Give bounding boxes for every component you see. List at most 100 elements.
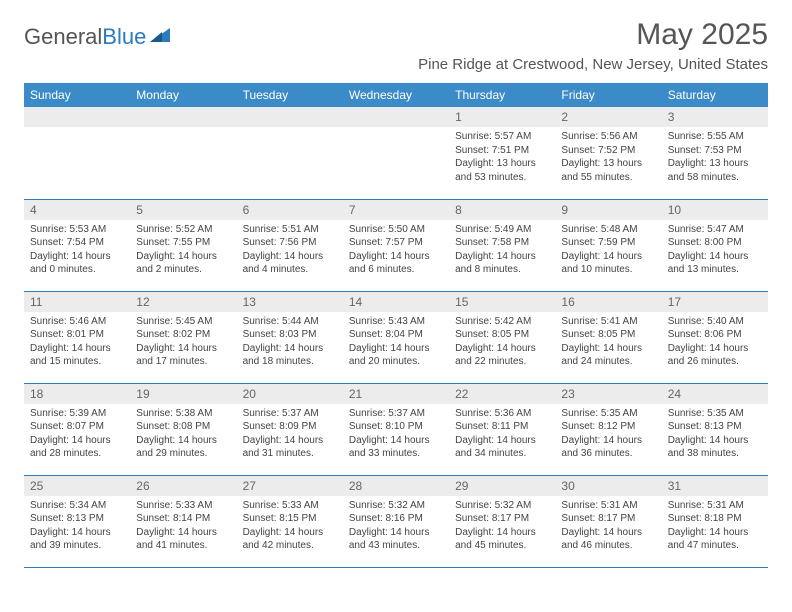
day-content: Sunrise: 5:45 AMSunset: 8:02 PMDaylight:… bbox=[130, 312, 236, 372]
calendar-cell: 5Sunrise: 5:52 AMSunset: 7:55 PMDaylight… bbox=[130, 199, 236, 291]
day-content: Sunrise: 5:50 AMSunset: 7:57 PMDaylight:… bbox=[343, 220, 449, 280]
weekday-header: Saturday bbox=[662, 83, 768, 107]
calendar-cell: 31Sunrise: 5:31 AMSunset: 8:18 PMDayligh… bbox=[662, 475, 768, 567]
day-number: 16 bbox=[555, 292, 661, 312]
day-number: 2 bbox=[555, 107, 661, 127]
calendar-cell: 6Sunrise: 5:51 AMSunset: 7:56 PMDaylight… bbox=[237, 199, 343, 291]
calendar-cell: 14Sunrise: 5:43 AMSunset: 8:04 PMDayligh… bbox=[343, 291, 449, 383]
logo-text-1: General bbox=[24, 24, 102, 50]
calendar-cell bbox=[130, 107, 236, 199]
day-number: 31 bbox=[662, 476, 768, 496]
day-number: 22 bbox=[449, 384, 555, 404]
day-content: Sunrise: 5:36 AMSunset: 8:11 PMDaylight:… bbox=[449, 404, 555, 464]
calendar-cell: 12Sunrise: 5:45 AMSunset: 8:02 PMDayligh… bbox=[130, 291, 236, 383]
day-number bbox=[130, 107, 236, 127]
calendar-table: SundayMondayTuesdayWednesdayThursdayFrid… bbox=[24, 83, 768, 568]
calendar-cell: 2Sunrise: 5:56 AMSunset: 7:52 PMDaylight… bbox=[555, 107, 661, 199]
calendar-cell: 23Sunrise: 5:35 AMSunset: 8:12 PMDayligh… bbox=[555, 383, 661, 475]
day-number: 13 bbox=[237, 292, 343, 312]
day-number: 12 bbox=[130, 292, 236, 312]
day-content: Sunrise: 5:44 AMSunset: 8:03 PMDaylight:… bbox=[237, 312, 343, 372]
weekday-header: Friday bbox=[555, 83, 661, 107]
calendar-cell: 16Sunrise: 5:41 AMSunset: 8:05 PMDayligh… bbox=[555, 291, 661, 383]
logo-sail-icon bbox=[148, 24, 172, 50]
day-number: 5 bbox=[130, 200, 236, 220]
day-number: 15 bbox=[449, 292, 555, 312]
day-content: Sunrise: 5:35 AMSunset: 8:13 PMDaylight:… bbox=[662, 404, 768, 464]
day-number: 28 bbox=[343, 476, 449, 496]
day-number: 4 bbox=[24, 200, 130, 220]
day-number: 26 bbox=[130, 476, 236, 496]
calendar-cell: 30Sunrise: 5:31 AMSunset: 8:17 PMDayligh… bbox=[555, 475, 661, 567]
day-content: Sunrise: 5:32 AMSunset: 8:16 PMDaylight:… bbox=[343, 496, 449, 556]
calendar-cell: 22Sunrise: 5:36 AMSunset: 8:11 PMDayligh… bbox=[449, 383, 555, 475]
calendar-cell: 20Sunrise: 5:37 AMSunset: 8:09 PMDayligh… bbox=[237, 383, 343, 475]
day-number: 10 bbox=[662, 200, 768, 220]
day-number: 20 bbox=[237, 384, 343, 404]
calendar-cell: 15Sunrise: 5:42 AMSunset: 8:05 PMDayligh… bbox=[449, 291, 555, 383]
calendar-cell: 24Sunrise: 5:35 AMSunset: 8:13 PMDayligh… bbox=[662, 383, 768, 475]
day-content: Sunrise: 5:51 AMSunset: 7:56 PMDaylight:… bbox=[237, 220, 343, 280]
day-number: 9 bbox=[555, 200, 661, 220]
calendar-cell: 10Sunrise: 5:47 AMSunset: 8:00 PMDayligh… bbox=[662, 199, 768, 291]
day-number: 1 bbox=[449, 107, 555, 127]
day-number: 3 bbox=[662, 107, 768, 127]
calendar-cell: 18Sunrise: 5:39 AMSunset: 8:07 PMDayligh… bbox=[24, 383, 130, 475]
weekday-header: Sunday bbox=[24, 83, 130, 107]
month-title: May 2025 bbox=[418, 18, 768, 52]
day-number: 23 bbox=[555, 384, 661, 404]
day-content: Sunrise: 5:56 AMSunset: 7:52 PMDaylight:… bbox=[555, 127, 661, 187]
day-number bbox=[24, 107, 130, 127]
day-number: 24 bbox=[662, 384, 768, 404]
calendar-cell: 8Sunrise: 5:49 AMSunset: 7:58 PMDaylight… bbox=[449, 199, 555, 291]
day-number: 18 bbox=[24, 384, 130, 404]
day-content: Sunrise: 5:41 AMSunset: 8:05 PMDaylight:… bbox=[555, 312, 661, 372]
day-content: Sunrise: 5:49 AMSunset: 7:58 PMDaylight:… bbox=[449, 220, 555, 280]
logo-text-2: Blue bbox=[102, 24, 146, 50]
weekday-header: Thursday bbox=[449, 83, 555, 107]
day-content: Sunrise: 5:33 AMSunset: 8:15 PMDaylight:… bbox=[237, 496, 343, 556]
calendar-cell bbox=[237, 107, 343, 199]
day-content: Sunrise: 5:33 AMSunset: 8:14 PMDaylight:… bbox=[130, 496, 236, 556]
day-content: Sunrise: 5:46 AMSunset: 8:01 PMDaylight:… bbox=[24, 312, 130, 372]
day-content: Sunrise: 5:53 AMSunset: 7:54 PMDaylight:… bbox=[24, 220, 130, 280]
day-number: 30 bbox=[555, 476, 661, 496]
day-number: 11 bbox=[24, 292, 130, 312]
day-number bbox=[237, 107, 343, 127]
weekday-header: Tuesday bbox=[237, 83, 343, 107]
calendar-cell: 1Sunrise: 5:57 AMSunset: 7:51 PMDaylight… bbox=[449, 107, 555, 199]
calendar-cell bbox=[343, 107, 449, 199]
day-content: Sunrise: 5:37 AMSunset: 8:10 PMDaylight:… bbox=[343, 404, 449, 464]
day-content: Sunrise: 5:35 AMSunset: 8:12 PMDaylight:… bbox=[555, 404, 661, 464]
calendar-cell: 28Sunrise: 5:32 AMSunset: 8:16 PMDayligh… bbox=[343, 475, 449, 567]
calendar-cell: 4Sunrise: 5:53 AMSunset: 7:54 PMDaylight… bbox=[24, 199, 130, 291]
calendar-cell: 26Sunrise: 5:33 AMSunset: 8:14 PMDayligh… bbox=[130, 475, 236, 567]
day-content: Sunrise: 5:48 AMSunset: 7:59 PMDaylight:… bbox=[555, 220, 661, 280]
location-label: Pine Ridge at Crestwood, New Jersey, Uni… bbox=[418, 56, 768, 73]
day-number: 8 bbox=[449, 200, 555, 220]
day-number: 7 bbox=[343, 200, 449, 220]
day-content: Sunrise: 5:43 AMSunset: 8:04 PMDaylight:… bbox=[343, 312, 449, 372]
day-content: Sunrise: 5:38 AMSunset: 8:08 PMDaylight:… bbox=[130, 404, 236, 464]
day-number: 25 bbox=[24, 476, 130, 496]
day-content: Sunrise: 5:34 AMSunset: 8:13 PMDaylight:… bbox=[24, 496, 130, 556]
day-content: Sunrise: 5:37 AMSunset: 8:09 PMDaylight:… bbox=[237, 404, 343, 464]
day-content: Sunrise: 5:52 AMSunset: 7:55 PMDaylight:… bbox=[130, 220, 236, 280]
day-content: Sunrise: 5:57 AMSunset: 7:51 PMDaylight:… bbox=[449, 127, 555, 187]
calendar-cell: 17Sunrise: 5:40 AMSunset: 8:06 PMDayligh… bbox=[662, 291, 768, 383]
calendar-cell: 27Sunrise: 5:33 AMSunset: 8:15 PMDayligh… bbox=[237, 475, 343, 567]
day-number: 19 bbox=[130, 384, 236, 404]
day-content: Sunrise: 5:42 AMSunset: 8:05 PMDaylight:… bbox=[449, 312, 555, 372]
weekday-header: Wednesday bbox=[343, 83, 449, 107]
day-content: Sunrise: 5:47 AMSunset: 8:00 PMDaylight:… bbox=[662, 220, 768, 280]
day-content: Sunrise: 5:31 AMSunset: 8:17 PMDaylight:… bbox=[555, 496, 661, 556]
day-number: 6 bbox=[237, 200, 343, 220]
day-number: 29 bbox=[449, 476, 555, 496]
day-number: 27 bbox=[237, 476, 343, 496]
calendar-cell: 21Sunrise: 5:37 AMSunset: 8:10 PMDayligh… bbox=[343, 383, 449, 475]
day-content: Sunrise: 5:31 AMSunset: 8:18 PMDaylight:… bbox=[662, 496, 768, 556]
calendar-cell bbox=[24, 107, 130, 199]
calendar-cell: 13Sunrise: 5:44 AMSunset: 8:03 PMDayligh… bbox=[237, 291, 343, 383]
calendar-cell: 7Sunrise: 5:50 AMSunset: 7:57 PMDaylight… bbox=[343, 199, 449, 291]
weekday-header: Monday bbox=[130, 83, 236, 107]
